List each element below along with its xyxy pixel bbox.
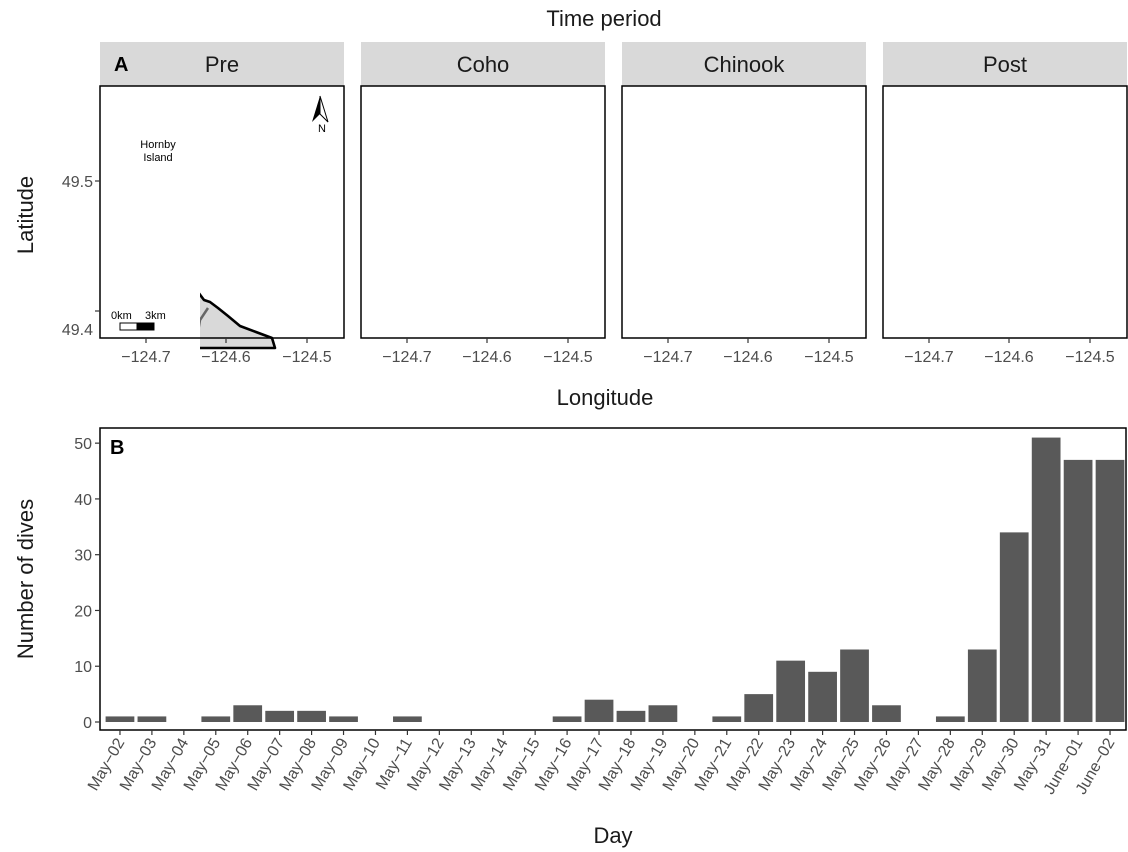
lon-tick: −124.7 xyxy=(382,349,431,366)
bar xyxy=(265,710,295,722)
bar xyxy=(744,694,774,722)
y-axis-label: Number of dives xyxy=(13,499,38,659)
facet-strip xyxy=(622,42,866,86)
lat-tick-49-4: 49.4 xyxy=(62,322,93,339)
bar xyxy=(393,716,422,722)
bar xyxy=(776,660,806,722)
bar xyxy=(872,705,901,722)
scale-label-3: 3km xyxy=(145,310,166,322)
lon-tick: −124.6 xyxy=(462,349,511,366)
lon-tick: −124.5 xyxy=(282,349,331,366)
panel-b-tag: B xyxy=(110,437,124,459)
y-tick-label: 30 xyxy=(74,548,92,565)
y-tick-label: 40 xyxy=(74,492,92,509)
bar xyxy=(297,710,326,722)
x-axis-label: Day xyxy=(593,823,632,848)
bar xyxy=(584,699,614,722)
y-tick-label: 50 xyxy=(74,436,92,453)
bar xyxy=(935,716,965,722)
map-border xyxy=(621,85,867,339)
north-arrow-icon xyxy=(312,95,329,123)
bar xyxy=(201,716,231,722)
y-tick-label: 20 xyxy=(74,603,92,620)
bar xyxy=(999,532,1029,722)
map-border xyxy=(99,85,345,339)
bar xyxy=(616,710,646,722)
latitude-label: Latitude xyxy=(13,176,38,254)
facet-label: Post xyxy=(983,52,1027,77)
lat-tick-49-5: 49.5 xyxy=(62,174,93,191)
bar xyxy=(712,716,742,722)
facet-post: Post −124.7 −124.6 −124.5 xyxy=(882,42,1128,366)
bar-chart: 01020304050May−02May−03May−04May−05May−0… xyxy=(13,427,1127,848)
bar xyxy=(329,716,358,722)
time-period-title: Time period xyxy=(546,6,661,31)
lon-tick: −124.5 xyxy=(804,349,853,366)
bar xyxy=(137,716,167,722)
land-vancouver-island xyxy=(200,292,277,350)
longitude-label: Longitude xyxy=(557,385,654,410)
north-label: N xyxy=(318,123,326,135)
island-label: Island xyxy=(143,152,172,164)
bar xyxy=(840,649,869,722)
map-background xyxy=(361,86,605,338)
facet-chinook: Chinook −124.7 −124.6 −124.5 xyxy=(621,42,867,366)
lon-tick: −124.7 xyxy=(121,349,170,366)
facet-label: Coho xyxy=(457,52,510,77)
lon-tick: −124.6 xyxy=(984,349,1033,366)
map-background xyxy=(883,86,1127,338)
facet-strip xyxy=(361,42,605,86)
scale-label-0: 0km xyxy=(111,310,132,322)
bar xyxy=(1063,459,1093,722)
facet-strip xyxy=(883,42,1127,86)
facet-coho: Coho −124.7 −124.6 −124.5 xyxy=(360,42,606,366)
bar xyxy=(648,705,678,722)
bar xyxy=(967,649,997,722)
bar xyxy=(233,705,263,722)
bar xyxy=(1031,437,1061,722)
plot-area xyxy=(99,427,1127,731)
map-background xyxy=(100,86,344,338)
lon-tick: −124.5 xyxy=(543,349,592,366)
river xyxy=(200,307,210,328)
panel-a-tag: A xyxy=(114,54,128,76)
bar xyxy=(808,671,837,722)
lon-tick: −124.6 xyxy=(201,349,250,366)
island-label: Hornby xyxy=(140,139,176,151)
facet-label: Chinook xyxy=(704,52,786,77)
bar xyxy=(552,716,582,722)
lon-tick: −124.7 xyxy=(904,349,953,366)
map-border xyxy=(882,85,1128,339)
lon-tick: −124.7 xyxy=(643,349,692,366)
bar xyxy=(105,716,135,722)
map-background xyxy=(622,86,866,338)
scale-bar: 0km 3km xyxy=(111,310,166,331)
facet-strip xyxy=(100,42,344,86)
lon-tick: −124.6 xyxy=(723,349,772,366)
map-border xyxy=(360,85,606,339)
bar xyxy=(1095,459,1125,722)
facet-label: Pre xyxy=(205,52,239,77)
lon-tick: −124.5 xyxy=(1065,349,1114,366)
y-tick-label: 10 xyxy=(74,659,92,676)
y-tick-label: 0 xyxy=(83,715,92,732)
